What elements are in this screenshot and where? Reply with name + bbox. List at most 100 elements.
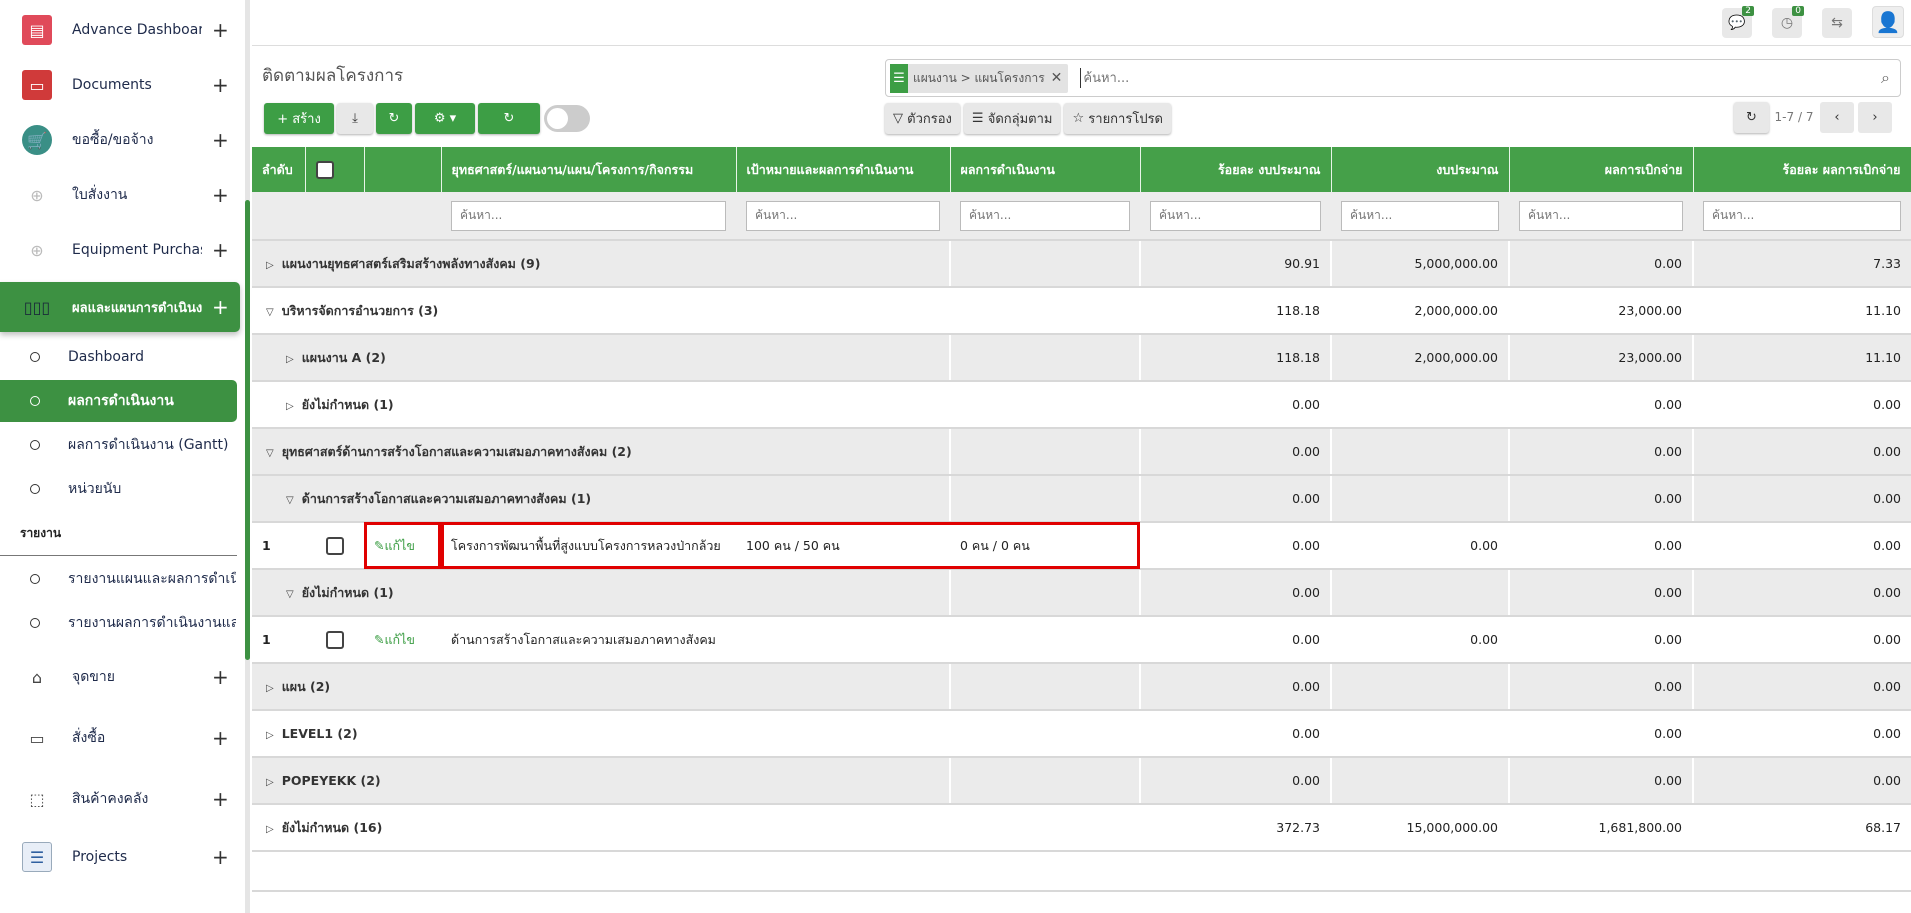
group-label-cell[interactable]: ▷ POPEYEKK (2) — [252, 757, 950, 805]
search-facet[interactable]: ☰ แผนงาน > แผนโครงการ ✕ — [890, 63, 1069, 93]
reload-button[interactable]: ↻ — [1734, 102, 1769, 133]
edit-button[interactable]: ✎แก้ไข — [364, 522, 441, 570]
sidebar-subitem-units[interactable]: หน่วยนับ — [0, 468, 237, 510]
header-col-target[interactable]: เป้าหมายและผลการดำเนินงาน — [736, 147, 951, 192]
create-button[interactable]: + สร้าง — [264, 103, 334, 134]
plus-icon[interactable]: + — [212, 18, 229, 42]
sidebar-item-purchase-request[interactable]: 🛒 ขอซื้อ/ขอจ้าง + — [0, 118, 240, 162]
group-row[interactable]: ▽ ยังไม่กำหนด (1) 0.00 0.00 0.00 — [252, 569, 1911, 617]
sync-button[interactable]: ↻ — [478, 103, 540, 134]
header-col-edit[interactable] — [364, 147, 442, 192]
plus-icon[interactable]: + — [212, 183, 229, 207]
sidebar-item-documents[interactable]: ▭ Documents + — [0, 63, 240, 107]
column-filter-input[interactable]: ค้นหา... — [1703, 200, 1901, 231]
row-checkbox[interactable] — [325, 536, 344, 555]
group-label-cell[interactable]: ▽ ด้านการสร้างโอกาสและความเสมอภาคทางสังคม… — [252, 475, 950, 523]
settings-dropdown[interactable]: ⚙ ▾ — [415, 103, 475, 134]
user-avatar[interactable]: 👤 — [1872, 6, 1904, 38]
group-label-cell[interactable]: ▽ ยังไม่กำหนด (1) — [252, 569, 950, 617]
next-page-button[interactable]: › — [1858, 102, 1892, 133]
group-label-cell[interactable]: ▷ แผนงานยุทธศาสตร์เสริมสร้างพลังทางสังคม … — [252, 240, 950, 288]
plus-icon[interactable]: + — [212, 73, 229, 97]
column-filter-input[interactable]: ค้นหา... — [746, 200, 940, 231]
filter-button[interactable]: ▽ ตัวกรอง — [885, 103, 960, 134]
header-col-disbursement-percent[interactable]: ร้อยละ ผลการเบิกจ่าย — [1693, 147, 1911, 192]
plus-icon[interactable]: + — [212, 128, 229, 152]
activities-button[interactable]: ◷ 0 — [1772, 6, 1804, 38]
group-row[interactable]: ▷ แผนงานยุทธศาสตร์เสริมสร้างพลังทางสังคม … — [252, 240, 1911, 288]
group-row[interactable]: ▷ แผน (2) 0.00 0.00 0.00 — [252, 663, 1911, 711]
plus-icon[interactable]: + — [212, 238, 229, 262]
sidebar-subitem-report-plan[interactable]: รายงานแผนและผลการดำเนินงาน — [0, 558, 237, 600]
sidebar-item-work-order[interactable]: ⊕ ใบสั่งงาน + — [0, 173, 240, 217]
group-row[interactable]: ▷ ยังไม่กำหนด (1) 0.00 0.00 0.00 — [252, 381, 1911, 429]
sidebar-item-purchase[interactable]: ▭ สั่งซื้อ + — [0, 716, 240, 760]
column-filter-input[interactable]: ค้นหา... — [1519, 200, 1683, 231]
header-col-select[interactable] — [305, 147, 365, 192]
checkbox-cell[interactable] — [305, 522, 364, 570]
header-col-budget[interactable]: งบประมาณ — [1331, 147, 1510, 192]
header-col-disbursement[interactable]: ผลการเบิกจ่าย — [1509, 147, 1694, 192]
plus-icon[interactable]: + — [212, 845, 229, 869]
sidebar-item-inventory[interactable]: ⬚ สินค้าคงคลัง + — [0, 777, 240, 821]
language-button[interactable]: ⇆ — [1822, 8, 1852, 38]
edit-button[interactable]: ✎แก้ไข — [364, 616, 441, 664]
column-filter-input[interactable]: ค้นหา... — [451, 200, 726, 231]
column-filter-input[interactable]: ค้นหา... — [1341, 200, 1499, 231]
plus-icon[interactable]: + — [212, 295, 229, 319]
sidebar-subitem-gantt[interactable]: ผลการดำเนินงาน (Gantt) — [0, 424, 237, 466]
caret-right-icon[interactable]: ▷ — [266, 259, 274, 271]
row-checkbox[interactable] — [325, 630, 344, 649]
header-col-budget-percent[interactable]: ร้อยละ งบประมาณ — [1140, 147, 1332, 192]
previous-page-button[interactable]: ‹ — [1820, 102, 1854, 133]
download-button[interactable]: ⤓ — [337, 103, 373, 134]
group-label-cell[interactable]: ▽ บริหารจัดการอำนวยการ (3) — [252, 287, 950, 335]
caret-right-icon[interactable]: ▷ — [286, 400, 294, 412]
sidebar-subitem-dashboard[interactable]: Dashboard — [0, 336, 237, 378]
sidebar-item-advance-dashboard[interactable]: ▤ Advance Dashboard + — [0, 8, 240, 52]
plus-icon[interactable]: + — [212, 665, 229, 689]
sidebar-item-pos[interactable]: ⌂ จุดขาย + — [0, 655, 240, 699]
group-row[interactable]: ▷ POPEYEKK (2) 0.00 0.00 0.00 — [252, 757, 1911, 805]
close-icon[interactable]: ✕ — [1050, 70, 1063, 86]
caret-down-icon[interactable]: ▽ — [286, 494, 294, 506]
group-label-cell[interactable]: ▷ LEVEL1 (2) — [252, 710, 950, 758]
header-col-result[interactable]: ผลการดำเนินงาน — [950, 147, 1141, 192]
plus-icon[interactable]: + — [212, 787, 229, 811]
messages-button[interactable]: 💬 2 — [1722, 6, 1754, 38]
group-label-cell[interactable]: ▷ ยังไม่กำหนด (1) — [252, 381, 950, 429]
caret-right-icon[interactable]: ▷ — [266, 730, 274, 741]
group-row[interactable]: ▷ ยังไม่กำหนด (16) 372.73 15,000,000.00 1,68… — [252, 804, 1911, 852]
sidebar-subitem-report-result[interactable]: รายงานผลการดำเนินงานและการเบิกจ่าย — [0, 602, 237, 644]
group-row[interactable]: ▽ ยุทธศาสตร์ด้านการสร้างโอกาสและความเสมอภ… — [252, 428, 1911, 476]
group-row[interactable]: ▷ LEVEL1 (2) 0.00 0.00 0.00 — [252, 710, 1911, 758]
group-row[interactable]: ▷ แผนงาน A (2) 118.18 2,000,000.00 23,000.00… — [252, 334, 1911, 382]
caret-down-icon[interactable]: ▽ — [286, 588, 294, 600]
group-by-button[interactable]: ☰ จัดกลุ่มตาม — [963, 103, 1061, 134]
caret-down-icon[interactable]: ▽ — [266, 306, 274, 318]
header-col-name[interactable]: ยุทธศาสตร์/แผนงาน/แผน/โครงการ/กิจกรรม — [441, 147, 737, 192]
header-col-index[interactable]: ลำดับ — [252, 147, 306, 192]
search-icon[interactable]: ⌕ — [1881, 68, 1890, 87]
search-input[interactable] — [1080, 68, 1876, 88]
sidebar-item-equipment-purchase[interactable]: ⊕ Equipment Purchase Request + — [0, 228, 240, 272]
toggle-switch[interactable] — [544, 105, 590, 132]
sidebar-item-projects[interactable]: ☰ Projects + — [0, 835, 240, 879]
column-filter-input[interactable]: ค้นหา... — [1150, 200, 1321, 231]
sidebar-scrollbar-thumb[interactable] — [245, 200, 250, 660]
favorites-button[interactable]: ☆ รายการโปรด — [1064, 103, 1171, 134]
caret-down-icon[interactable]: ▽ — [266, 447, 274, 459]
plus-icon[interactable]: + — [212, 726, 229, 750]
group-row[interactable]: ▽ ด้านการสร้างโอกาสและความเสมอภาคทางสังคม… — [252, 475, 1911, 523]
group-label-cell[interactable]: ▷ แผนงาน A (2) — [252, 334, 950, 382]
caret-right-icon[interactable]: ▷ — [266, 777, 274, 788]
table-row[interactable]: 1 ✎แก้ไข ด้านการสร้างโอกาสและความเสมอภาคทา… — [252, 616, 1911, 664]
caret-right-icon[interactable]: ▷ — [266, 823, 274, 835]
sidebar-subitem-performance[interactable]: ผลการดำเนินงาน — [0, 380, 237, 422]
group-row[interactable]: ▽ บริหารจัดการอำนวยการ (3) 118.18 2,000,000… — [252, 287, 1911, 335]
sidebar-item-performance[interactable]: ▯▯▯ ผลและแผนการดำเนินงาน + — [0, 282, 240, 332]
checkbox-cell[interactable] — [305, 616, 364, 664]
select-all-checkbox[interactable] — [315, 160, 334, 179]
group-label-cell[interactable]: ▽ ยุทธศาสตร์ด้านการสร้างโอกาสและความเสมอภ… — [252, 428, 950, 476]
column-filter-input[interactable]: ค้นหา... — [960, 200, 1130, 231]
